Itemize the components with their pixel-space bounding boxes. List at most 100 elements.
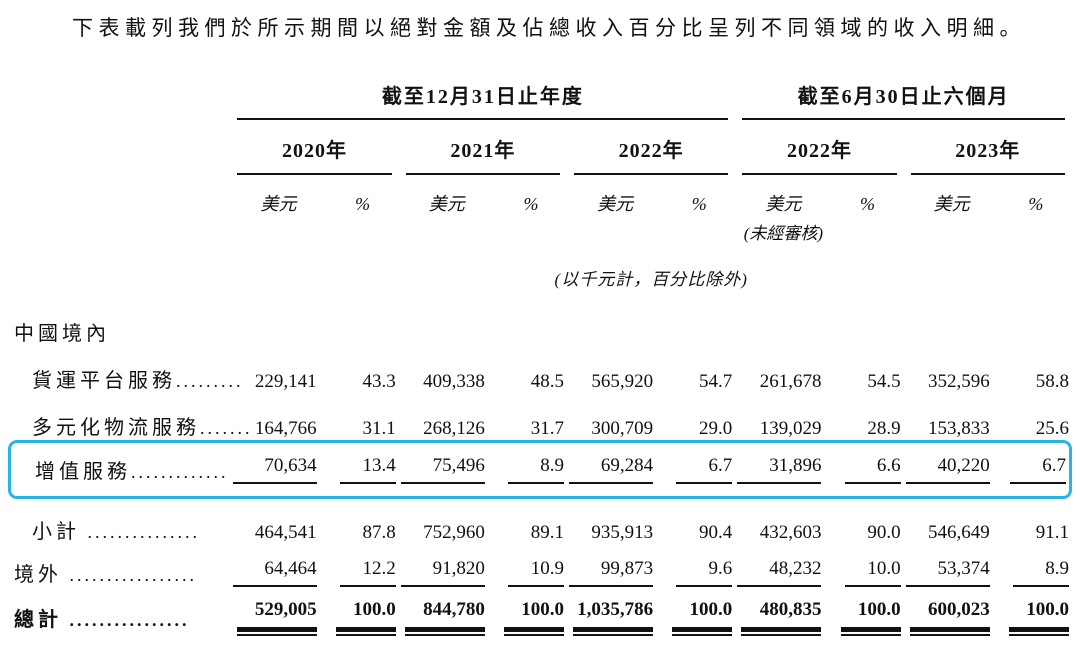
cell-value: 464,541 <box>254 522 317 543</box>
cell-value: 64,464 <box>232 558 317 587</box>
cell-value: 100.0 <box>840 599 901 636</box>
cell-value: 91,820 <box>400 558 485 587</box>
cell-value: 48.5 <box>530 371 564 392</box>
cell-value: 9.6 <box>676 558 733 587</box>
currency-header: 美元 <box>933 194 970 214</box>
cell-value: 752,960 <box>423 522 485 543</box>
cell-value: 935,913 <box>591 522 654 543</box>
cell-value: 139,029 <box>759 418 822 439</box>
cell-value: 409,338 <box>423 371 485 392</box>
row-diversified-logistics-services: 多元化物流服務....... 164,766 31.1 268,126 31.7… <box>8 393 1072 440</box>
currency-header: 美元 <box>765 194 802 214</box>
cell-value: 844,780 <box>404 599 485 636</box>
cell-value: 90.4 <box>699 522 733 543</box>
revenue-breakdown-table: 截至12月31日止年度 截至6月30日止六個月 2020年 2021年 2022… <box>8 80 1072 646</box>
row-freight-platform-services: 貨運平台服務......... 229,141 43.3 409,338 48.… <box>8 346 1072 393</box>
intro-text: 下表載列我們於所示期間以絕對金額及佔總收入百分比呈列不同領域的收入明細。 <box>72 16 1026 40</box>
cell-value: 58.8 <box>1035 371 1069 392</box>
row-subtotal: 小計 ............... 464,541 87.8 752,960 … <box>8 499 1072 544</box>
cell-value: 10.0 <box>844 558 901 587</box>
currency-percent-header-row: 美元 % 美元 % 美元 % 美元 % 美元 % <box>8 175 1072 215</box>
cell-value: 99,873 <box>569 558 654 587</box>
cell-value: 261,678 <box>759 371 822 392</box>
cell-value: 529,005 <box>236 599 317 636</box>
cell-value: 6.7 <box>676 455 733 484</box>
percent-header: % <box>691 194 707 214</box>
cell-value: 31.1 <box>362 418 396 439</box>
col-year-2020: 2020年 <box>237 134 392 175</box>
row-value-added-services-highlighted: 增值服務............. 70,634 13.4 75,496 8.9… <box>8 440 1072 499</box>
cell-value: 43.3 <box>362 371 396 392</box>
unit-note: (以千元計，百分比除外) <box>554 270 748 289</box>
row-label: 中國境內 <box>14 323 110 345</box>
cell-value: 89.1 <box>530 522 564 543</box>
cell-value: 87.8 <box>362 522 396 543</box>
dot-leader: ................. <box>62 565 197 585</box>
dot-leader: ............... <box>80 522 200 542</box>
cell-value: 8.9 <box>508 455 564 484</box>
row-overseas: 境外 ................. 64,464 12.2 91,820 … <box>8 544 1072 587</box>
col-year-2023-interim: 2023年 <box>910 134 1065 175</box>
cell-value: 565,920 <box>591 371 654 392</box>
dot-leader: ............. <box>131 462 229 482</box>
cell-value: 164,766 <box>254 418 317 439</box>
cell-value: 69,284 <box>569 455 654 484</box>
cell-value: 91.1 <box>1035 522 1069 543</box>
row-label: 小計 <box>32 521 80 543</box>
cell-value: 31.7 <box>530 418 564 439</box>
row-total: 總計 ................ 529,005 100.0 844,78… <box>8 587 1072 646</box>
section-header-annual: 截至12月31日止年度 <box>237 80 729 120</box>
unaudited-note: (未經審核) <box>743 224 824 243</box>
cell-value: 546,649 <box>928 522 990 543</box>
percent-header: % <box>355 194 371 214</box>
cell-value: 8.9 <box>1013 558 1069 587</box>
year-header-row: 2020年 2021年 2022年 2022年 2023年 <box>8 120 1072 175</box>
cell-value: 432,603 <box>759 522 822 543</box>
percent-header: % <box>523 194 539 214</box>
dot-leader: ......... <box>176 371 244 391</box>
dot-leader: ....... <box>200 418 253 438</box>
cell-value: 229,141 <box>254 371 317 392</box>
cell-value: 1,035,786 <box>573 599 654 636</box>
cell-value: 54.5 <box>867 371 901 392</box>
cell-value: 12.2 <box>339 558 396 587</box>
percent-header: % <box>860 194 876 214</box>
row-label: 貨運平台服務 <box>32 370 176 392</box>
cell-value: 600,023 <box>909 599 990 636</box>
cell-value: 100.0 <box>335 599 396 636</box>
col-year-2022: 2022年 <box>574 134 729 175</box>
currency-header: 美元 <box>428 194 465 214</box>
cell-value: 268,126 <box>423 418 485 439</box>
period-section-row: 截至12月31日止年度 截至6月30日止六個月 <box>8 80 1072 120</box>
cell-value: 70,634 <box>232 455 317 484</box>
cell-value: 100.0 <box>504 599 564 636</box>
cell-value: 54.7 <box>699 371 733 392</box>
row-label: 總計 <box>14 609 62 631</box>
col-year-2021: 2021年 <box>405 134 560 175</box>
section-header-interim: 截至6月30日止六個月 <box>742 80 1065 120</box>
cell-value: 40,220 <box>905 455 990 484</box>
cell-value: 53,374 <box>905 558 990 587</box>
cell-value: 6.7 <box>1010 455 1066 484</box>
cell-value: 28.9 <box>867 418 901 439</box>
cell-value: 13.4 <box>339 455 396 484</box>
cell-value: 6.6 <box>844 455 901 484</box>
row-label: 增值服務 <box>35 461 131 483</box>
cell-value: 100.0 <box>1009 599 1069 636</box>
percent-header: % <box>1028 194 1044 214</box>
cell-value: 90.0 <box>867 522 901 543</box>
row-label: 多元化物流服務 <box>32 417 200 439</box>
cell-value: 48,232 <box>737 558 822 587</box>
cell-value: 153,833 <box>928 418 990 439</box>
unaudited-note-row: (未經審核) <box>8 215 1072 245</box>
cell-value: 75,496 <box>400 455 485 484</box>
currency-header: 美元 <box>597 194 634 214</box>
cell-value: 10.9 <box>508 558 564 587</box>
row-label: 境外 <box>14 564 62 586</box>
currency-header: 美元 <box>260 194 297 214</box>
cell-value: 352,596 <box>928 371 990 392</box>
cell-value: 29.0 <box>699 418 733 439</box>
row-china-domestic: 中國境內 <box>8 291 1072 346</box>
dot-leader: ................ <box>62 610 190 630</box>
